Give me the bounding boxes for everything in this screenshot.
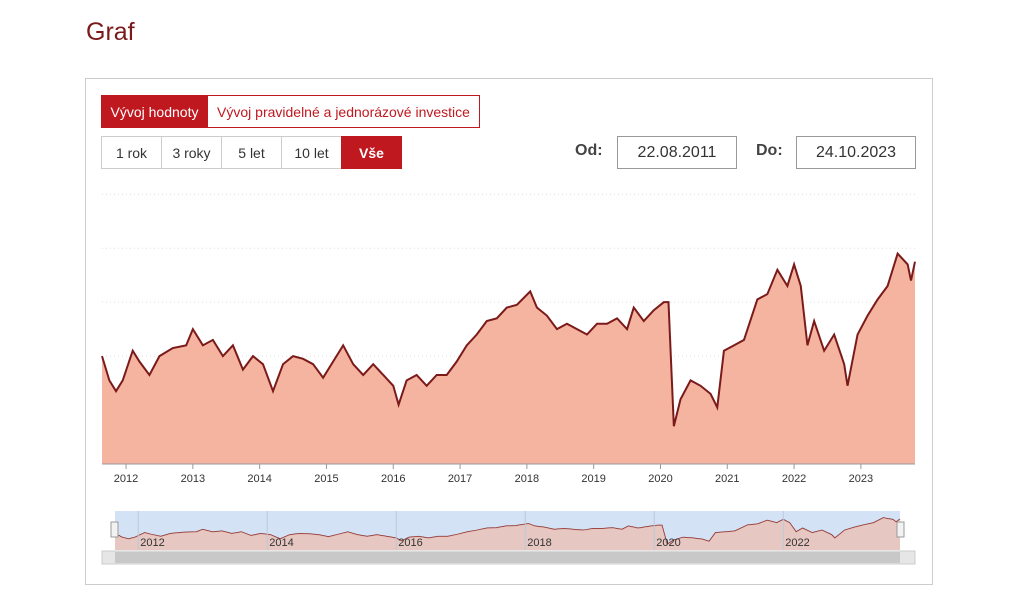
navigator-tick-label: 2018 — [527, 537, 551, 549]
tab[interactable]: Vývoj pravidelné a jednorázové investice — [207, 95, 480, 128]
x-tick-label: 2016 — [381, 473, 405, 485]
to-input[interactable]: 24.10.2023 — [796, 136, 916, 169]
x-tick-label: 2014 — [247, 473, 271, 485]
navigator-tick-label: 2020 — [656, 537, 680, 549]
x-tick-label: 2019 — [581, 473, 605, 485]
scrollbar-thumb[interactable] — [115, 552, 900, 563]
x-tick-label: 2021 — [715, 473, 739, 485]
x-tick-label: 2022 — [782, 473, 806, 485]
area — [102, 253, 915, 464]
range-button[interactable]: 1 rok — [101, 136, 162, 169]
range-button[interactable]: 10 let — [281, 136, 342, 169]
page-title: Graf — [86, 18, 135, 46]
line — [101, 251, 916, 427]
x-tick-label: 2012 — [114, 473, 138, 485]
range-button[interactable]: Vše — [341, 136, 402, 169]
x-tick-label: 2020 — [648, 473, 672, 485]
x-tick-label: 2023 — [849, 473, 873, 485]
chart-panel — [85, 78, 933, 585]
x-tick-label: 2017 — [448, 473, 472, 485]
from-label: Od: — [575, 142, 603, 159]
x-tick-label: 2013 — [181, 473, 205, 485]
tab[interactable]: Vývoj hodnoty — [101, 95, 208, 128]
navigator-tick-label: 2014 — [269, 537, 293, 549]
x-tick-label: 2015 — [314, 473, 338, 485]
from-input[interactable]: 22.08.2011 — [617, 136, 737, 169]
navigator-area — [115, 517, 900, 550]
navigator-tick-label: 2012 — [140, 537, 164, 549]
to-label: Do: — [756, 142, 783, 159]
navigator-handle[interactable] — [110, 521, 119, 538]
navigator-handle[interactable] — [896, 521, 905, 538]
navigator-tick-label: 2022 — [785, 537, 809, 549]
navigator-tick-label: 2016 — [398, 537, 422, 549]
x-tick-label: 2018 — [515, 473, 539, 485]
